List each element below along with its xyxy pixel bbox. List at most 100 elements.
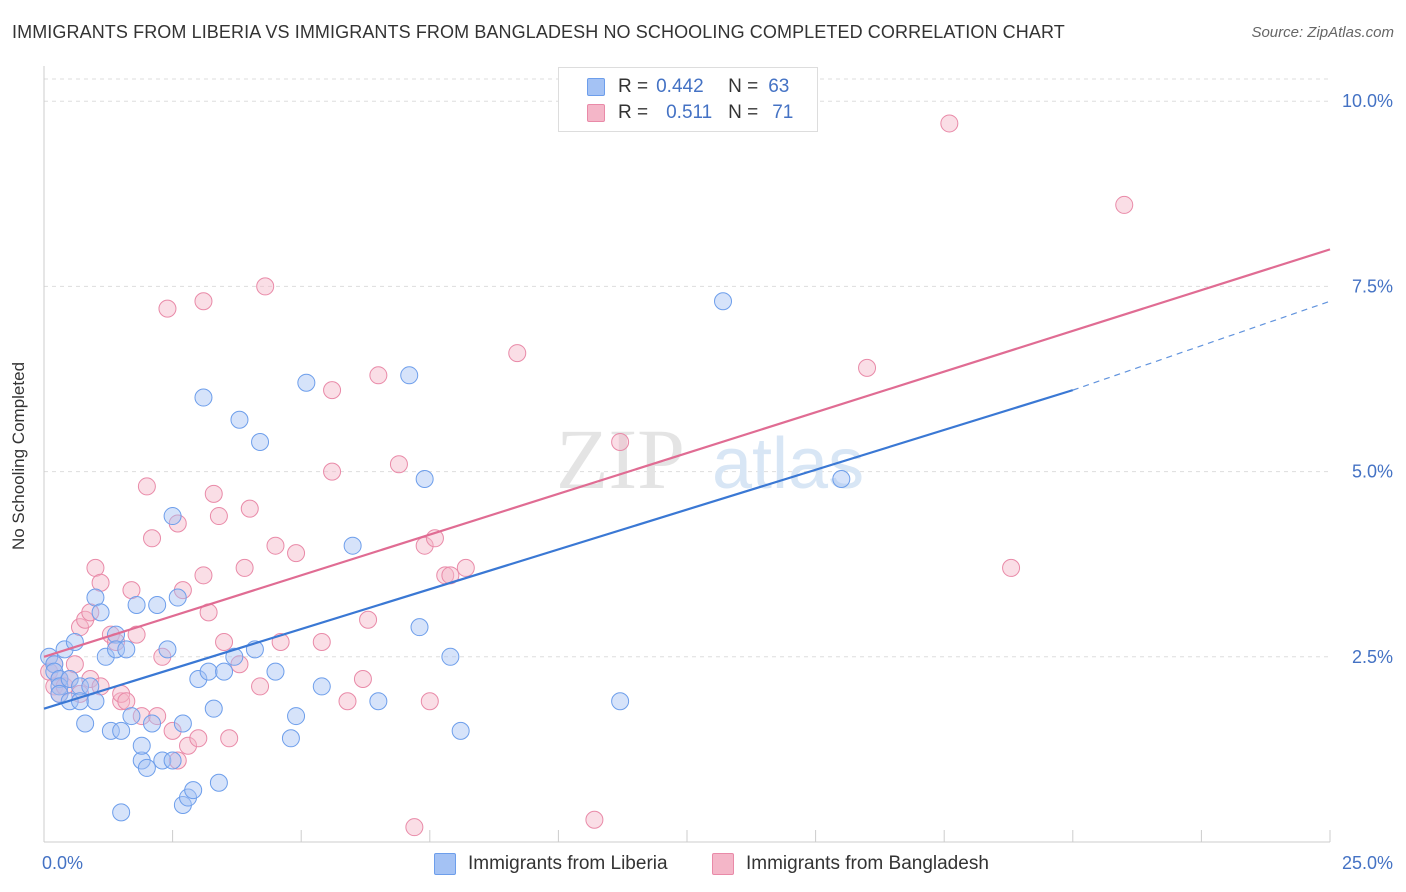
legend-item-bangladesh: Immigrants from Bangladesh bbox=[712, 853, 989, 875]
liberia-point bbox=[343, 536, 362, 555]
liberia-point bbox=[714, 292, 733, 311]
y-tick-label: 2.5% bbox=[1352, 647, 1393, 667]
bangladesh-point bbox=[168, 751, 187, 770]
liberia-point bbox=[122, 707, 141, 726]
source-label: Source: ZipAtlas.com bbox=[1251, 24, 1394, 41]
bangladesh-point bbox=[256, 277, 275, 296]
bangladesh-point bbox=[204, 484, 223, 503]
legend-r-value-liberia: 0.442 bbox=[656, 76, 704, 97]
bangladesh-point bbox=[405, 818, 424, 837]
liberia-trend-extension bbox=[1072, 300, 1331, 391]
bangladesh-point bbox=[338, 692, 357, 711]
liberia-swatch-icon bbox=[587, 78, 605, 96]
bangladesh-point bbox=[112, 692, 131, 711]
bangladesh-point bbox=[369, 366, 388, 385]
x-tick-label: 25.0% bbox=[1342, 853, 1393, 873]
liberia-point bbox=[117, 640, 136, 659]
liberia-point bbox=[230, 410, 249, 429]
bangladesh-point bbox=[163, 721, 182, 740]
liberia-point bbox=[96, 647, 115, 666]
liberia-point bbox=[415, 470, 434, 489]
bangladesh-point bbox=[508, 344, 527, 363]
liberia-point bbox=[369, 692, 388, 711]
liberia-point bbox=[112, 721, 131, 740]
liberia-point bbox=[60, 670, 79, 689]
liberia-point bbox=[112, 803, 131, 822]
liberia-point bbox=[163, 507, 182, 526]
liberia-point bbox=[127, 595, 146, 614]
correlation-legend: R = 0.442 N = 63 R = 0.511 N = 71 bbox=[558, 67, 818, 132]
liberia-point bbox=[189, 670, 208, 689]
liberia-point bbox=[132, 736, 151, 755]
legend-label-bangladesh: Immigrants from Bangladesh bbox=[746, 853, 989, 874]
tick-labels: 2.5% 5.0% 7.5% 10.0% 0.0% 25.0% bbox=[42, 91, 1393, 873]
bangladesh-point bbox=[287, 544, 306, 563]
bangladesh-point bbox=[209, 507, 228, 526]
legend-item-liberia: Immigrants from Liberia bbox=[434, 853, 668, 875]
bangladesh-point bbox=[585, 810, 604, 829]
liberia-point bbox=[194, 388, 213, 407]
legend-r-value-bangladesh: 0.511 bbox=[666, 102, 713, 123]
bangladesh-point bbox=[179, 736, 198, 755]
liberia-point bbox=[266, 662, 285, 681]
liberia-point bbox=[451, 721, 470, 740]
liberia-point bbox=[101, 721, 120, 740]
bangladesh-point bbox=[312, 632, 331, 651]
series-legend: Immigrants from Liberia Immigrants from … bbox=[0, 853, 1406, 877]
liberia-point bbox=[168, 588, 187, 607]
bangladesh-trend-line bbox=[43, 248, 1331, 658]
liberia-point bbox=[215, 662, 234, 681]
liberia-point bbox=[91, 603, 110, 622]
bangladesh-point bbox=[81, 670, 100, 689]
legend-row-liberia: R = 0.442 N = 63 bbox=[559, 75, 789, 99]
watermark-atlas: atlas bbox=[712, 424, 864, 504]
bangladesh-point bbox=[858, 358, 877, 377]
liberia-point bbox=[832, 470, 851, 489]
liberia-point bbox=[153, 751, 172, 770]
bangladesh-point bbox=[420, 692, 439, 711]
liberia-point bbox=[50, 670, 69, 689]
legend-n-value-bangladesh: 71 bbox=[772, 102, 794, 123]
legend-n-label: N = bbox=[728, 76, 759, 97]
bangladesh-swatch-icon bbox=[587, 104, 605, 122]
bangladesh-point bbox=[137, 477, 156, 496]
trend-lines bbox=[43, 248, 1331, 710]
bangladesh-point bbox=[456, 558, 475, 577]
watermark-zip: ZIP bbox=[556, 411, 685, 507]
liberia-trend-line bbox=[43, 389, 1074, 710]
legend-row-bangladesh: R = 0.511 N = 71 bbox=[559, 101, 793, 125]
bangladesh-point bbox=[127, 625, 146, 644]
liberia-point bbox=[50, 684, 69, 703]
bangladesh-point bbox=[235, 558, 254, 577]
liberia-point bbox=[107, 640, 126, 659]
legend-r-label: R = bbox=[618, 76, 649, 97]
chart-title: IMMIGRANTS FROM LIBERIA VS IMMIGRANTS FR… bbox=[12, 22, 1065, 42]
bangladesh-point bbox=[389, 455, 408, 474]
liberia-point bbox=[251, 432, 270, 451]
y-tick-label: 5.0% bbox=[1352, 462, 1393, 482]
liberia-point bbox=[143, 714, 162, 733]
liberia-point bbox=[441, 647, 460, 666]
bangladesh-point bbox=[1115, 195, 1134, 214]
bangladesh-point bbox=[353, 670, 372, 689]
liberia-point bbox=[199, 662, 218, 681]
liberia-point bbox=[400, 366, 419, 385]
liberia-point bbox=[410, 618, 429, 637]
liberia-point bbox=[158, 640, 177, 659]
liberia-point bbox=[50, 677, 69, 696]
liberia-point bbox=[287, 707, 306, 726]
liberia-point bbox=[611, 692, 630, 711]
legend-label-liberia: Immigrants from Liberia bbox=[468, 853, 668, 874]
bangladesh-point bbox=[359, 610, 378, 629]
bangladesh-point bbox=[611, 432, 630, 451]
liberia-points bbox=[40, 292, 851, 822]
bangladesh-points bbox=[40, 114, 1134, 837]
bangladesh-point bbox=[194, 566, 213, 585]
liberia-point bbox=[148, 595, 167, 614]
liberia-point bbox=[225, 647, 244, 666]
bangladesh-point bbox=[158, 299, 177, 318]
legend-r-label: R = bbox=[618, 102, 649, 123]
bangladesh-point bbox=[189, 729, 208, 748]
bangladesh-point bbox=[1002, 558, 1021, 577]
liberia-point bbox=[76, 714, 95, 733]
